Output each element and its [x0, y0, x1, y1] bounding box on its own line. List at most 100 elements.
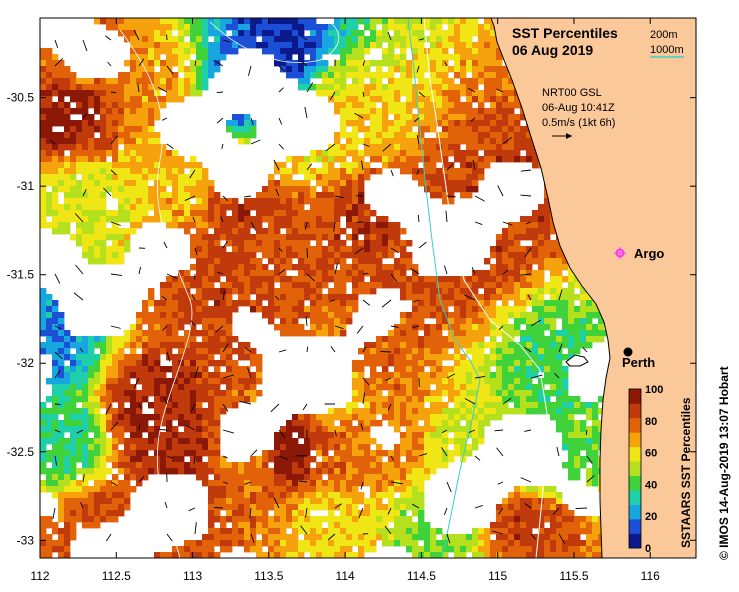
- sst-cell: [304, 264, 311, 271]
- sst-cell: [82, 450, 89, 457]
- sst-cell: [52, 168, 59, 175]
- sst-cell: [232, 492, 239, 499]
- sst-cell: [550, 294, 557, 301]
- sst-cell: [424, 378, 431, 385]
- sst-cell: [70, 432, 77, 439]
- sst-cell: [328, 96, 335, 103]
- sst-cell: [112, 216, 119, 223]
- sst-cell: [376, 516, 383, 523]
- sst-cell: [76, 444, 83, 451]
- sst-cell: [454, 336, 461, 343]
- sst-cell: [334, 132, 341, 139]
- sst-cell: [136, 150, 143, 157]
- sst-cell: [274, 468, 281, 475]
- sst-cell: [148, 186, 155, 193]
- sst-cell: [472, 432, 479, 439]
- sst-cell: [70, 372, 77, 379]
- sst-cell: [352, 456, 359, 463]
- sst-cell: [160, 282, 167, 289]
- sst-cell: [160, 144, 167, 151]
- sst-cell: [190, 300, 197, 307]
- sst-cell: [274, 246, 281, 253]
- sst-cell: [184, 390, 191, 397]
- sst-cell: [532, 234, 539, 241]
- sst-cell: [112, 246, 119, 253]
- sst-cell: [574, 468, 581, 475]
- sst-cell: [424, 162, 431, 169]
- sst-cell: [352, 384, 359, 391]
- sst-cell: [568, 300, 575, 307]
- sst-cell: [424, 144, 431, 151]
- sst-cell: [232, 234, 239, 241]
- sst-cell: [220, 516, 227, 523]
- sst-cell: [382, 486, 389, 493]
- sst-cell: [262, 228, 269, 235]
- sst-cell: [82, 114, 89, 121]
- sst-cell: [448, 438, 455, 445]
- sst-cell: [418, 456, 425, 463]
- sst-cell: [478, 438, 485, 445]
- sst-cell: [406, 258, 413, 265]
- sst-cell: [418, 504, 425, 511]
- sst-cell: [316, 24, 323, 31]
- sst-cell: [448, 384, 455, 391]
- sst-cell: [166, 276, 173, 283]
- sst-cell: [376, 108, 383, 115]
- sst-cell: [118, 96, 125, 103]
- sst-cell: [250, 270, 257, 277]
- sst-cell: [472, 84, 479, 91]
- sst-cell: [466, 78, 473, 85]
- sst-cell: [178, 366, 185, 373]
- sst-cell: [166, 30, 173, 37]
- sst-cell: [70, 378, 77, 385]
- sst-cell: [352, 396, 359, 403]
- sst-cell: [124, 96, 131, 103]
- sst-cell: [196, 390, 203, 397]
- sst-cell: [442, 348, 449, 355]
- sst-cell: [352, 150, 359, 157]
- sst-cell: [328, 420, 335, 427]
- sst-cell: [148, 324, 155, 331]
- sst-cell: [208, 498, 215, 505]
- sst-cell: [502, 66, 509, 73]
- sst-cell: [82, 480, 89, 487]
- sst-cell: [70, 408, 77, 415]
- sst-cell: [328, 234, 335, 241]
- sst-cell: [298, 516, 305, 523]
- sst-cell: [484, 270, 491, 277]
- sst-cell: [136, 216, 143, 223]
- sst-cell: [340, 66, 347, 73]
- sst-cell: [40, 54, 47, 61]
- sst-cell: [76, 492, 83, 499]
- sst-cell: [226, 474, 233, 481]
- sst-cell: [268, 234, 275, 241]
- sst-cell: [346, 246, 353, 253]
- sst-cell: [112, 450, 119, 457]
- sst-cell: [76, 378, 83, 385]
- sst-cell: [436, 72, 443, 79]
- sst-cell: [124, 438, 131, 445]
- sst-cell: [118, 120, 125, 127]
- sst-cell: [178, 222, 185, 229]
- sst-cell: [430, 126, 437, 133]
- sst-cell: [208, 48, 215, 55]
- sst-cell: [322, 282, 329, 289]
- sst-cell: [136, 396, 143, 403]
- sst-cell: [64, 180, 71, 187]
- sst-cell: [292, 156, 299, 163]
- sst-cell: [412, 366, 419, 373]
- sst-cell: [340, 204, 347, 211]
- sst-cell: [412, 96, 419, 103]
- sst-cell: [508, 492, 515, 499]
- sst-cell: [388, 372, 395, 379]
- sst-cell: [226, 24, 233, 31]
- sst-cell: [100, 432, 107, 439]
- sst-cell: [496, 366, 503, 373]
- sst-cell: [502, 294, 509, 301]
- sst-cell: [544, 210, 551, 217]
- sst-cell: [514, 510, 521, 517]
- sst-cell: [562, 306, 569, 313]
- sst-cell: [418, 282, 425, 289]
- sst-cell: [316, 30, 323, 37]
- sst-cell: [292, 234, 299, 241]
